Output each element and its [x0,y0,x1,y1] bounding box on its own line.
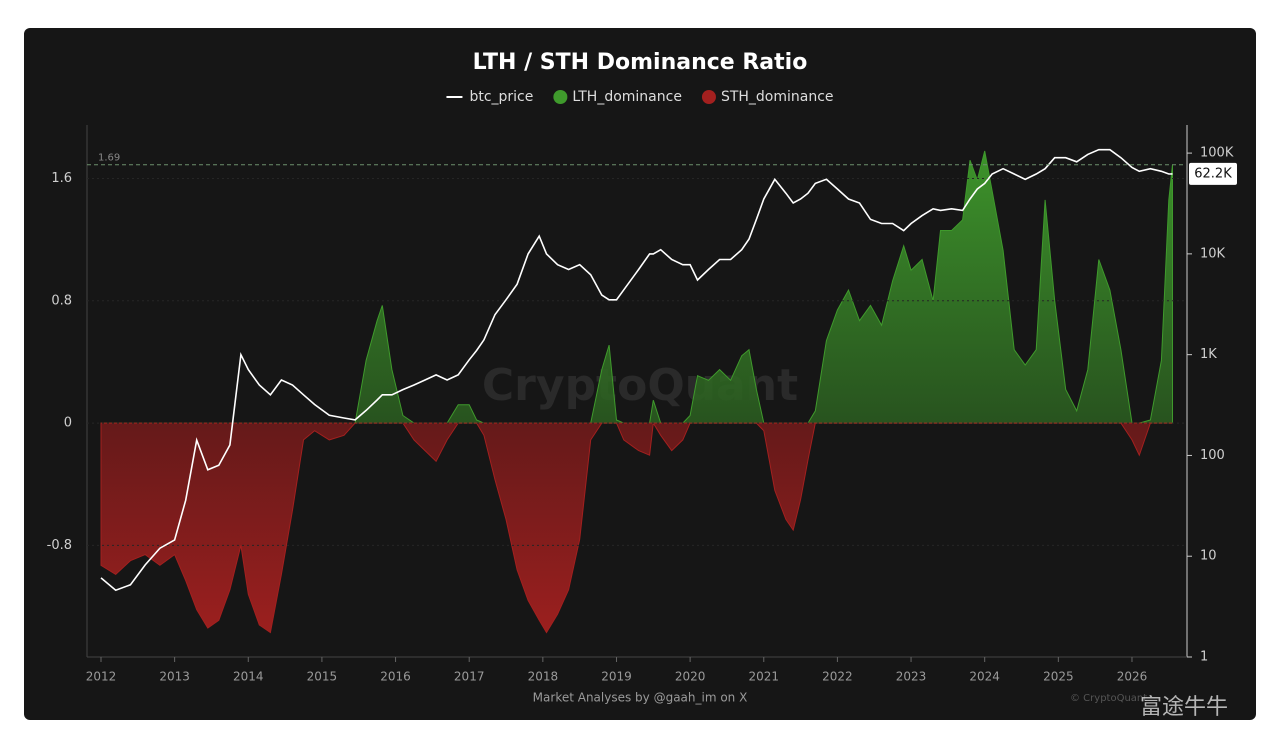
copyright: © CryptoQuant [1070,693,1147,704]
y2-tick-label: 10K [1200,246,1226,261]
last-price-box [1189,162,1237,185]
footer: Market Analyses by @gaah_im on X [533,691,748,705]
x-tick-label: 2021 [748,670,779,684]
x-tick-label: 2020 [675,670,706,684]
x-tick-label: 2015 [307,670,338,684]
corner-mark: 富途牛牛 [1140,695,1228,720]
dominance-area [100,421,1173,634]
x-tick-label: 2017 [454,670,485,684]
legend-swatch [701,90,716,104]
y2-tick-label: 1 [1200,650,1208,665]
price-line [100,148,1173,592]
y-tick-label: -0.8 [47,538,72,553]
x-tick-label: 2014 [233,670,264,684]
y2-tick-label: 1K [1200,347,1217,362]
ref-label: 1.69 [98,153,120,164]
legend-swatch [553,90,568,104]
x-tick-label: 2019 [601,670,632,684]
panel [24,28,1256,720]
x-tick-label: 2016 [380,670,411,684]
legend-label: STH_dominance [721,89,834,105]
y2-tick-label: 100K [1200,146,1234,161]
chart-title: LTH / STH Dominance Ratio [473,50,808,75]
x-tick-label: 2022 [822,670,853,684]
legend-label: btc_price [469,89,533,105]
x-tick-label: 2013 [159,670,190,684]
x-tick-label: 2018 [528,670,559,684]
y-tick-label: 1.6 [51,171,72,186]
y-tick-label: 0.8 [51,293,72,308]
x-tick-label: 2025 [1043,670,1074,684]
x-tick-label: 2024 [969,670,1000,684]
y2-tick-label: 10 [1200,549,1217,564]
x-tick-label: 2026 [1117,670,1148,684]
legend-label: LTH_dominance [572,89,682,105]
y2-tick-label: 100 [1200,448,1225,463]
y-tick-label: 0 [64,416,72,431]
last-price-label: 62.2K [1194,166,1232,181]
x-tick-label: 2023 [896,670,927,684]
x-tick-label: 2012 [86,670,117,684]
